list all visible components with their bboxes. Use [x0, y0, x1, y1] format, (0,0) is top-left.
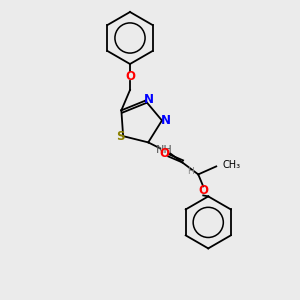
Text: CH₃: CH₃ [222, 160, 240, 170]
Text: O: O [159, 147, 169, 160]
Text: S: S [116, 130, 124, 142]
Text: O: O [198, 184, 208, 197]
Text: O: O [125, 70, 135, 83]
Text: H: H [187, 167, 194, 176]
Text: N: N [161, 114, 171, 127]
Text: N: N [144, 93, 154, 106]
Text: NH: NH [156, 146, 172, 155]
